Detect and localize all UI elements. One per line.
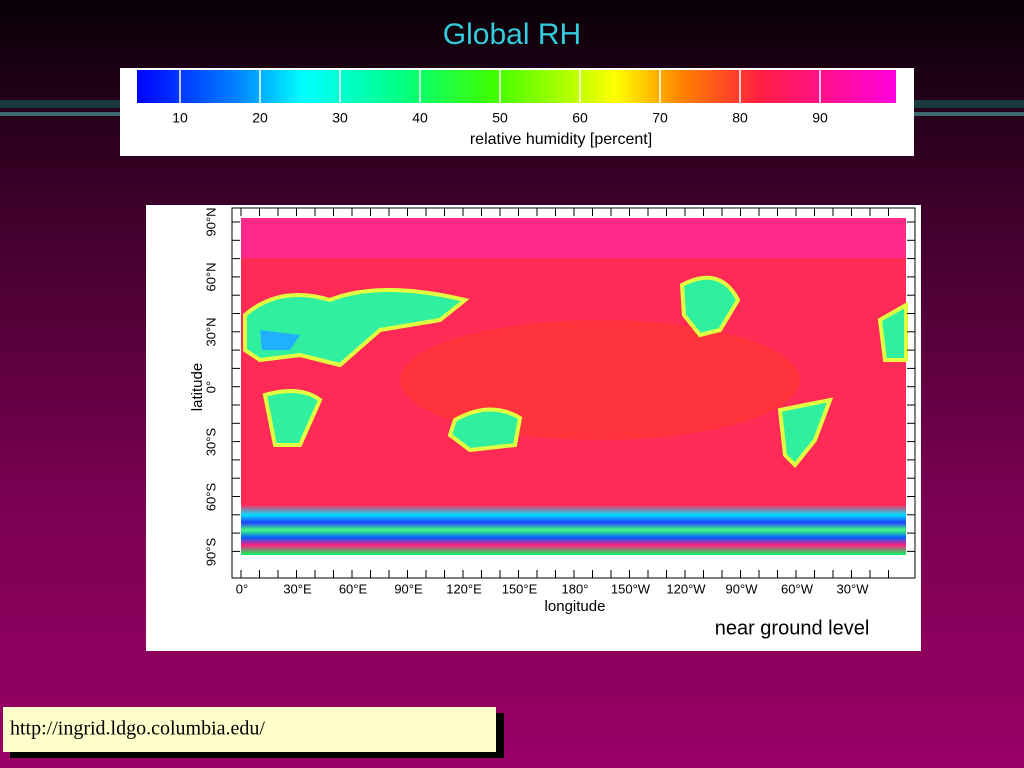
url-box	[3, 707, 496, 752]
colorbar-tick-label: 20	[252, 110, 268, 126]
lon-tick-label: 90°W	[726, 581, 759, 596]
colorbar-tick-label: 30	[332, 110, 348, 126]
lon-tick-label: 120°E	[446, 581, 482, 596]
lat-tick-label: 30°S	[203, 428, 218, 457]
field	[241, 218, 906, 258]
lat-tick-label: 0°	[203, 381, 218, 393]
lon-tick-label: 150°W	[611, 581, 651, 596]
lon-tick-label: 0°	[236, 581, 248, 596]
url[interactable]: http://ingrid.ldgo.columbia.edu/	[10, 718, 265, 740]
colorbar-tick-label: 90	[812, 110, 828, 126]
colorbar	[137, 70, 896, 103]
lat-tick-label: 60°S	[203, 483, 218, 512]
lon-tick-label: 30°E	[283, 581, 312, 596]
lon-tick-label: 60°W	[781, 581, 814, 596]
lon-tick-label: 180°	[562, 581, 589, 596]
land	[877, 301, 908, 362]
lat-tick-label: 60°N	[203, 262, 218, 291]
colorbar-tick-label: 60	[572, 110, 588, 126]
land	[260, 330, 300, 350]
frame-ticks	[232, 208, 915, 578]
lon-tick-label: 150°E	[502, 581, 538, 596]
land	[777, 397, 834, 468]
caption: near ground level	[715, 617, 870, 639]
colorbar-label: relative humidity [percent]	[470, 131, 652, 148]
lon-tick-label: 30°W	[837, 581, 870, 596]
land	[243, 288, 470, 368]
lat-tick-label: 90°S	[203, 538, 218, 567]
y-axis-label: latitude	[189, 363, 206, 411]
lon-tick-label: 60°E	[339, 581, 368, 596]
lat-tick-label: 30°N	[203, 317, 218, 346]
x-axis-label: longitude	[545, 598, 606, 615]
continents	[243, 275, 908, 468]
lon-tick-label: 120°W	[666, 581, 706, 596]
colorbar-tick-label: 40	[412, 110, 428, 126]
lat-tick-label: 90°N	[203, 207, 218, 236]
colorbar-tick-label: 70	[652, 110, 668, 126]
land	[262, 389, 323, 447]
lon-tick-label: 90°E	[394, 581, 423, 596]
land	[447, 407, 523, 453]
heatmap	[241, 218, 908, 555]
antarctic	[241, 505, 906, 555]
colorbar-tick-label: 10	[172, 110, 188, 126]
title: Global RH	[443, 18, 581, 51]
land	[679, 275, 741, 338]
colorbar-tick-label: 50	[492, 110, 508, 126]
colorbar-tick-label: 80	[732, 110, 748, 126]
